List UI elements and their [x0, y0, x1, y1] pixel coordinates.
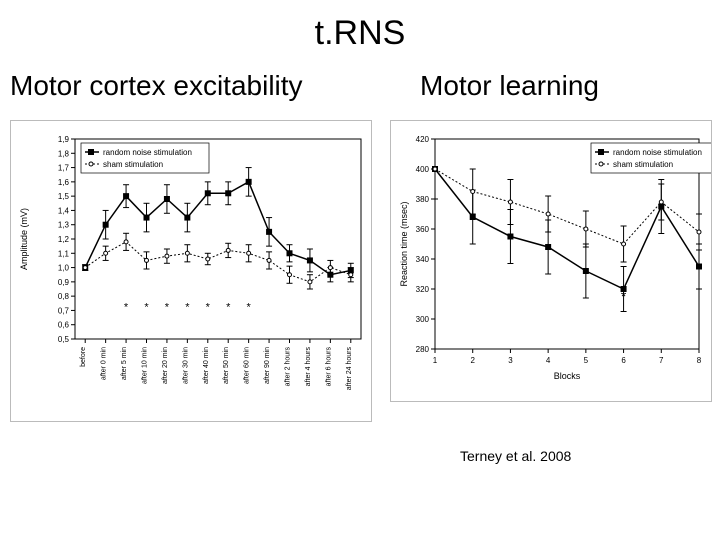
- svg-text:*: *: [206, 301, 211, 313]
- chart-right-svg: 280 300 320 340 360 380 400 420 Reaction time (m…: [391, 121, 711, 401]
- svg-text:after 5 min: after 5 min: [121, 347, 128, 380]
- svg-text:*: *: [124, 301, 129, 313]
- svg-text:0,5: 0,5: [58, 335, 70, 344]
- svg-text:after 4 hours: after 4 hours: [305, 347, 312, 387]
- svg-text:2: 2: [470, 356, 475, 365]
- svg-text:6: 6: [621, 356, 626, 365]
- svg-text:5: 5: [584, 356, 589, 365]
- svg-text:1,7: 1,7: [58, 164, 70, 173]
- svg-text:7: 7: [659, 356, 664, 365]
- svg-text:1,6: 1,6: [58, 178, 70, 187]
- svg-text:300: 300: [416, 315, 430, 324]
- svg-text:360: 360: [416, 225, 430, 234]
- svg-text:after 20 min: after 20 min: [162, 347, 169, 384]
- svg-text:*: *: [165, 301, 170, 313]
- svg-text:before: before: [80, 347, 87, 367]
- svg-text:280: 280: [416, 345, 430, 354]
- svg-text:after 90 min: after 90 min: [264, 347, 271, 384]
- subtitle-left: Motor cortex excitability: [10, 70, 303, 102]
- citation: Terney et al. 2008: [460, 448, 571, 464]
- svg-text:Reaction time (msec): Reaction time (msec): [399, 201, 409, 286]
- svg-text:0,8: 0,8: [58, 292, 70, 301]
- svg-text:1,5: 1,5: [58, 192, 70, 201]
- svg-text:1,1: 1,1: [58, 249, 70, 258]
- chart-right-container: 280 300 320 340 360 380 400 420 Reaction time (m…: [390, 120, 712, 402]
- svg-text:420: 420: [416, 135, 430, 144]
- svg-text:*: *: [621, 288, 627, 304]
- svg-text:after 50 min: after 50 min: [223, 347, 230, 384]
- svg-text:340: 340: [416, 255, 430, 264]
- svg-text:1,9: 1,9: [58, 135, 70, 144]
- svg-text:after 10 min: after 10 min: [142, 347, 149, 384]
- svg-text:1: 1: [433, 356, 438, 365]
- svg-text:1,2: 1,2: [58, 235, 70, 244]
- svg-text:after 2 hours: after 2 hours: [285, 347, 292, 387]
- svg-text:*: *: [185, 301, 190, 313]
- svg-text:*: *: [226, 301, 231, 313]
- svg-text:after 30 min: after 30 min: [182, 347, 189, 384]
- svg-text:380: 380: [416, 195, 430, 204]
- svg-text:1,0: 1,0: [58, 264, 70, 273]
- svg-text:0,6: 0,6: [58, 321, 70, 330]
- svg-text:Amplitude (mV): Amplitude (mV): [19, 208, 29, 270]
- svg-text:random noise stimulation: random noise stimulation: [103, 148, 192, 157]
- page-title: t.RNS: [0, 14, 720, 53]
- svg-text:after 40 min: after 40 min: [203, 347, 210, 384]
- svg-text:320: 320: [416, 285, 430, 294]
- svg-text:after 60 min: after 60 min: [244, 347, 251, 384]
- chart-left-svg: 0,5 0,6 0,7 0,8 0,9 1,0 1,1 1,2 1,3 1,4 1,5 1,6 1,7 1…: [11, 121, 371, 421]
- svg-text:8: 8: [697, 356, 702, 365]
- svg-text:sham stimulation: sham stimulation: [613, 160, 673, 169]
- svg-text:random noise stimulation: random noise stimulation: [613, 148, 702, 157]
- svg-text:4: 4: [546, 356, 551, 365]
- subtitle-right: Motor learning: [420, 70, 599, 102]
- svg-text:3: 3: [508, 356, 513, 365]
- svg-text:after 0 min: after 0 min: [101, 347, 108, 380]
- svg-text:400: 400: [416, 165, 430, 174]
- svg-text:0,7: 0,7: [58, 306, 70, 315]
- svg-text:after 6 hours: after 6 hours: [325, 347, 332, 387]
- svg-text:*: *: [144, 301, 149, 313]
- svg-text:sham stimulation: sham stimulation: [103, 160, 163, 169]
- svg-text:0,9: 0,9: [58, 278, 70, 287]
- svg-text:Blocks: Blocks: [554, 371, 581, 381]
- svg-text:1,4: 1,4: [58, 206, 70, 215]
- svg-text:after 24 hours: after 24 hours: [346, 347, 353, 391]
- svg-text:*: *: [247, 301, 252, 313]
- svg-text:1,8: 1,8: [58, 149, 70, 158]
- svg-text:1,3: 1,3: [58, 221, 70, 230]
- chart-left-container: 0,5 0,6 0,7 0,8 0,9 1,0 1,1 1,2 1,3 1,4 1,5 1,6 1,7 1…: [10, 120, 372, 422]
